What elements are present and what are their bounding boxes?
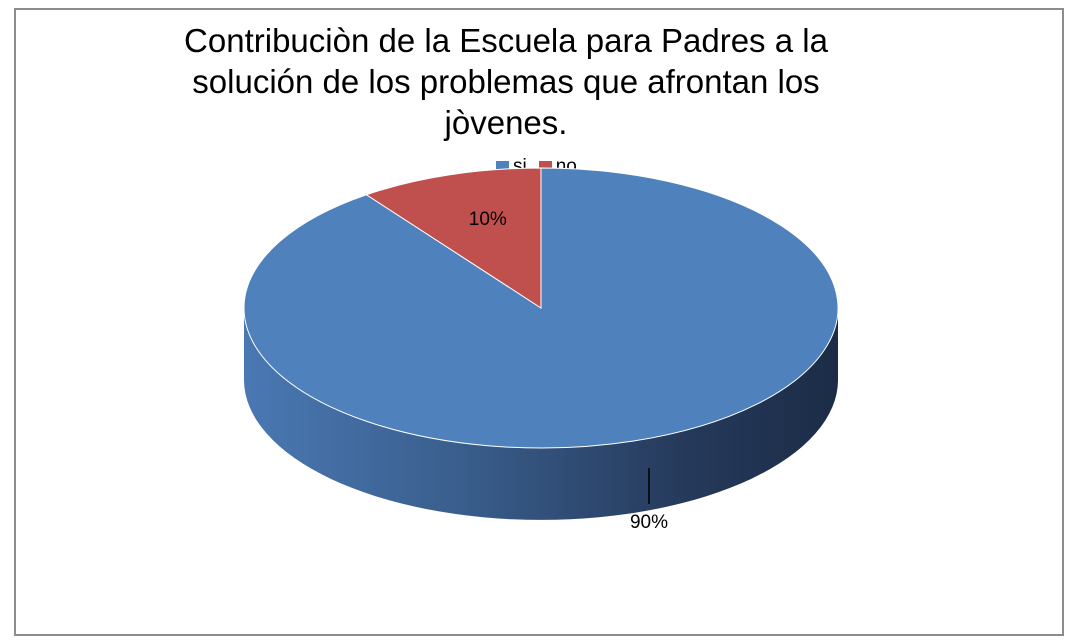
- chart-title-line-3: jòvenes.: [444, 104, 568, 141]
- data-label-si: 90%: [630, 512, 668, 533]
- pie-slice-no: [365, 167, 542, 309]
- data-label-no: 10%: [469, 209, 507, 230]
- chart-frame: Contribuciòn de la Escuela para Padres a…: [14, 8, 1064, 636]
- chart-title-line-2: solución de los problemas que afrontan l…: [192, 63, 820, 100]
- chart-title-line-1: Contribuciòn de la Escuela para Padres a…: [184, 22, 828, 59]
- chart-title: Contribuciòn de la Escuela para Padres a…: [116, 20, 896, 143]
- pie-chart: 10% 90%: [243, 167, 839, 533]
- pie-side-wall: [244, 308, 838, 520]
